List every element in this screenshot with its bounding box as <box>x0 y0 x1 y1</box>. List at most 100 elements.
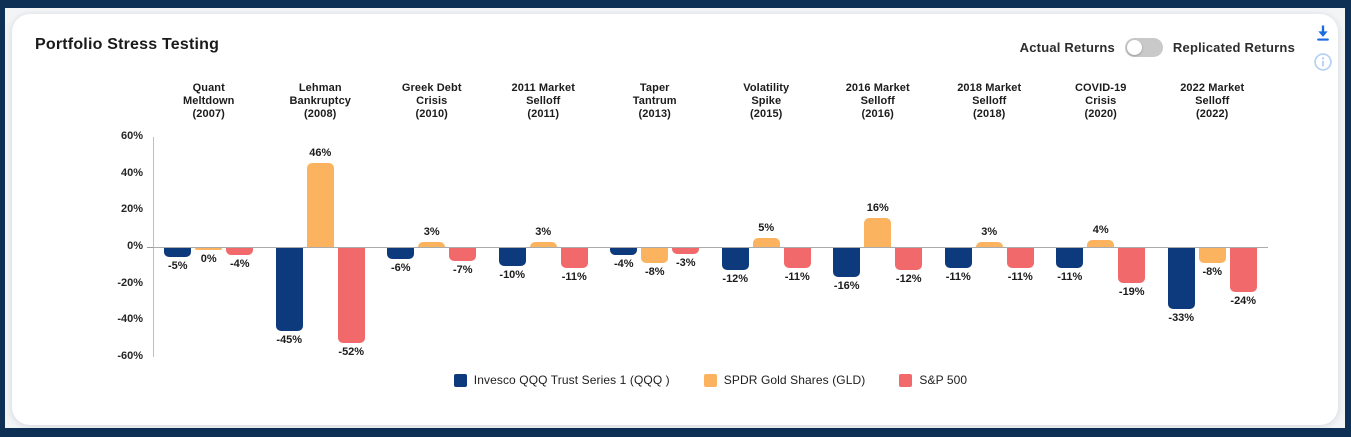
returns-toggle[interactable] <box>1124 38 1163 57</box>
y-tick-label: -20% <box>117 276 143 289</box>
legend-item: S&P 500 <box>899 373 967 387</box>
actual-returns-label[interactable]: Actual Returns <box>1019 40 1115 55</box>
bar <box>337 248 365 344</box>
category-label: Taper Tantrum (2013) <box>632 82 677 120</box>
zero-tick <box>147 247 153 248</box>
legend-item: Invesco QQQ Trust Series 1 (QQQ ) <box>453 373 670 387</box>
bar-value-label: -33% <box>1168 311 1195 324</box>
category-label: Volatility Spike (2015) <box>743 82 790 120</box>
y-tick-label: 40% <box>120 166 143 179</box>
bar <box>975 241 1003 247</box>
y-tick-label: -60% <box>117 350 143 362</box>
zero-baseline <box>153 247 1268 248</box>
bar-value-label: -6% <box>390 262 411 274</box>
legend-swatch <box>703 373 717 387</box>
bar <box>195 248 223 250</box>
category-label: 2011 Market Selloff (2011) <box>511 82 575 120</box>
legend-swatch <box>453 373 467 387</box>
bar-value-label: -11% <box>1057 271 1083 284</box>
page-title: Portfolio Stress Testing <box>35 36 220 53</box>
bar <box>1087 239 1115 247</box>
bar <box>1118 248 1146 283</box>
category-label: Quant Meltdown (2007) <box>182 82 235 120</box>
bar <box>1198 248 1226 263</box>
category-label: 2022 Market Selloff (2022) <box>1180 82 1245 120</box>
y-tick-label: -40% <box>117 313 143 326</box>
bar <box>1167 248 1195 309</box>
download-icon[interactable] <box>1312 22 1334 44</box>
info-icon[interactable] <box>1312 51 1334 73</box>
bar-value-label: -5% <box>167 260 188 273</box>
bar-value-label: -19% <box>1118 285 1145 298</box>
bar-value-label: -45% <box>276 333 303 346</box>
stress-testing-card: Portfolio Stress Testing Actual Returns … <box>12 14 1338 425</box>
bar <box>275 248 303 331</box>
bar-value-label: -12% <box>722 273 749 285</box>
legend-item: SPDR Gold Shares (GLD) <box>703 373 866 387</box>
bar <box>721 248 749 270</box>
bar <box>560 248 588 269</box>
category-label: 2018 Market Selloff (2018) <box>957 82 1022 120</box>
bar-value-label: -4% <box>229 258 250 271</box>
returns-toggle-row: Actual Returns Replicated Returns <box>1020 38 1295 57</box>
bar <box>498 248 526 267</box>
chart-legend: Invesco QQQ Trust Series 1 (QQQ ) SPDR Go… <box>153 373 1268 387</box>
y-tick-label: 20% <box>120 203 143 216</box>
stress-test-bar-chart: Quant Meltdown (2007) Lehman Bankruptcy (… <box>12 14 1338 425</box>
bar <box>1006 248 1034 269</box>
bar-value-label: -4% <box>613 258 634 271</box>
bar <box>752 237 780 247</box>
legend-label: Invesco QQQ Trust Series 1 (QQQ ) <box>473 373 670 387</box>
bar-value-label: -8% <box>1202 265 1223 278</box>
bar <box>783 248 811 269</box>
bar <box>529 241 557 247</box>
category-label: 2016 Market Selloff (2016) <box>845 82 910 120</box>
bar-value-label: -10% <box>499 269 526 282</box>
bar-value-label: -11% <box>561 271 587 284</box>
bar <box>449 248 477 261</box>
bar <box>895 248 923 270</box>
bar <box>306 162 334 247</box>
legend-label: SPDR Gold Shares (GLD) <box>723 373 866 387</box>
bar <box>164 248 192 258</box>
legend-swatch <box>899 373 913 387</box>
bar <box>418 241 446 247</box>
bar <box>610 248 638 256</box>
bar-value-label: 5% <box>758 221 775 234</box>
bar <box>641 248 669 263</box>
bar-value-label: -11% <box>945 271 971 284</box>
bar-value-label: 0% <box>200 253 217 265</box>
bar-value-label: -7% <box>452 263 473 276</box>
bar <box>672 248 700 254</box>
bar-value-label: -11% <box>784 271 810 284</box>
legend-label: S&P 500 <box>919 373 968 387</box>
bar-value-label: -24% <box>1230 295 1257 307</box>
bar-value-label: 3% <box>981 225 998 238</box>
category-label: Lehman Bankruptcy (2008) <box>289 82 352 120</box>
bar-value-label: 3% <box>535 225 552 238</box>
card-action-icons <box>1312 22 1334 73</box>
bar <box>864 217 892 247</box>
replicated-returns-label[interactable]: Replicated Returns <box>1172 40 1295 55</box>
bar-value-label: -11% <box>1007 271 1033 284</box>
bar <box>226 248 254 256</box>
bar <box>1229 248 1257 292</box>
bar <box>833 248 861 278</box>
bar <box>944 248 972 269</box>
bar-value-label: -52% <box>338 346 365 359</box>
bar <box>387 248 415 259</box>
bar-value-label: 16% <box>866 201 889 214</box>
bar <box>1056 248 1084 269</box>
bar-value-label: 46% <box>309 146 332 159</box>
toggle-knob[interactable] <box>1126 40 1142 55</box>
category-label: COVID-19 Crisis (2020) <box>1074 82 1127 120</box>
bar-value-label: -3% <box>675 256 696 269</box>
bar-value-label: -12% <box>895 273 922 285</box>
y-tick-label: 0% <box>127 240 143 252</box>
page-background: Portfolio Stress Testing Actual Returns … <box>5 8 1345 428</box>
category-label: Greek Debt Crisis (2010) <box>401 82 462 120</box>
bar-value-label: -16% <box>833 280 860 293</box>
y-tick-label: 60% <box>120 130 143 142</box>
bar-value-label: 4% <box>1092 223 1109 236</box>
